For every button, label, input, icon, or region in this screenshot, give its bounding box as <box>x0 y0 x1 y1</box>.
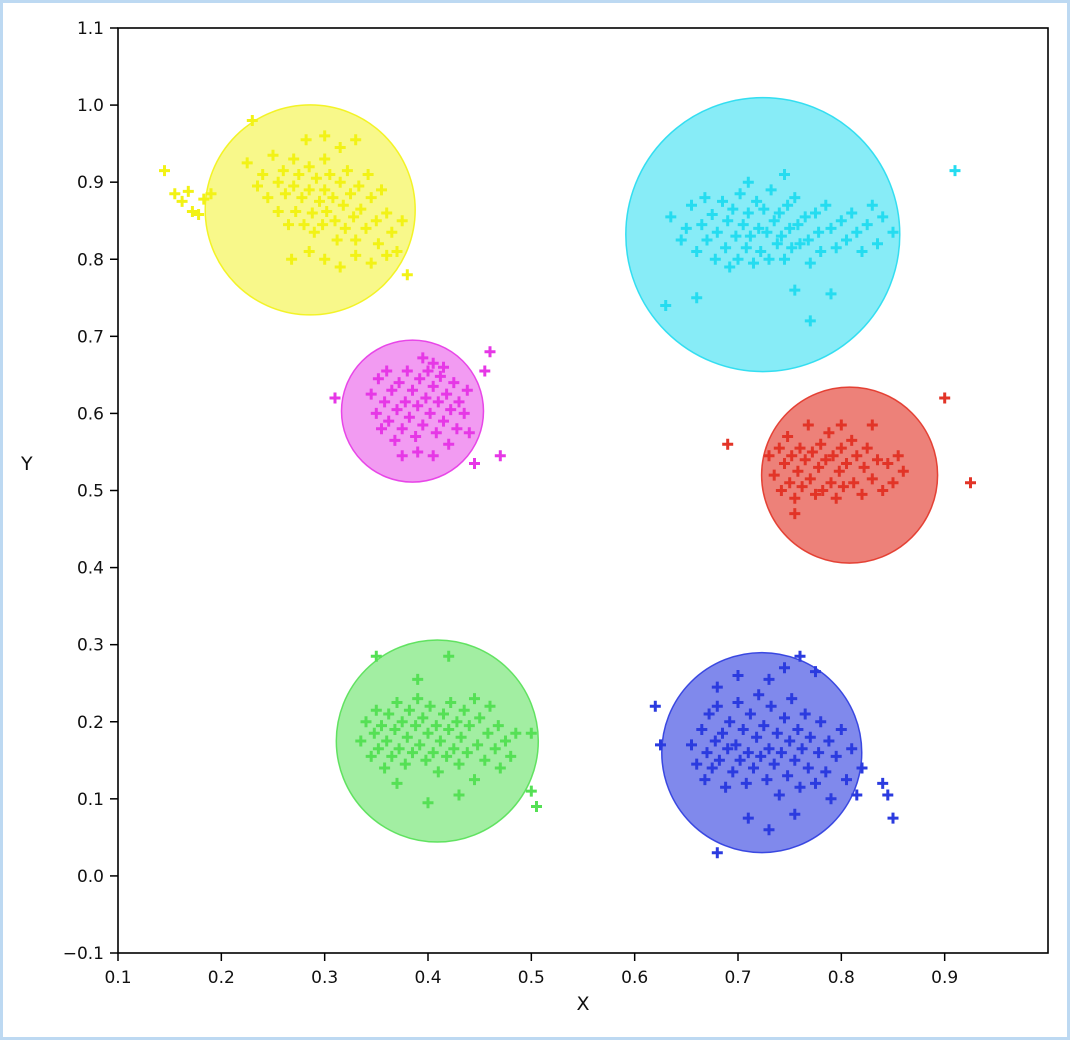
y-tick-label: −0.1 <box>63 944 104 964</box>
y-tick-label: 0.2 <box>77 713 104 733</box>
x-tick-label: 0.4 <box>414 968 441 988</box>
cluster-cyan-points <box>660 165 961 327</box>
cluster-cyan-circle <box>625 96 901 373</box>
x-tick-label: 0.5 <box>518 968 545 988</box>
scatter-plot: 0.1 0.2 0.3 0.4 0.5 0.6 0.7 0.8 0.9 −0.1 0.0 0.1 0.2… <box>63 19 1049 988</box>
cluster-red-points <box>722 392 976 520</box>
y-tick-label: 0.9 <box>77 173 104 193</box>
y-tick-label: 0.5 <box>77 482 104 502</box>
x-tick-label: 0.9 <box>931 968 958 988</box>
y-tick-label: 1.0 <box>77 96 104 116</box>
y-tick-label: 0.0 <box>77 867 104 887</box>
cluster-yellow-points <box>159 115 413 281</box>
y-tick-label: 0.4 <box>77 559 104 579</box>
x-tick-label: 0.6 <box>621 968 648 988</box>
cluster-magenta-points <box>329 346 506 469</box>
y-tick-label: 1.1 <box>77 19 104 39</box>
x-tick-label: 0.2 <box>208 968 235 988</box>
y-axis-ticks: −0.1 0.0 0.1 0.2 0.3 0.4 0.5 0.6 0.7 0.8 0.9 1.0 1.1 <box>63 19 118 964</box>
y-axis-label: Y <box>21 453 33 475</box>
y-tick-label: 0.3 <box>77 636 104 656</box>
cluster-red-circle <box>760 386 939 564</box>
x-tick-label: 0.7 <box>724 968 751 988</box>
y-tick-label: 0.1 <box>77 790 104 810</box>
x-tick-label: 0.3 <box>311 968 338 988</box>
x-axis-label: X <box>576 993 590 1015</box>
cluster-blue-points <box>649 650 899 859</box>
cluster-magenta-circle <box>340 339 485 483</box>
x-tick-label: 0.1 <box>104 968 131 988</box>
y-tick-label: 0.6 <box>77 404 104 424</box>
cluster-green-points <box>355 650 542 812</box>
y-tick-label: 0.7 <box>77 327 104 347</box>
cluster-circles <box>204 96 939 854</box>
cluster-yellow-circle <box>204 104 416 316</box>
x-axis-ticks: 0.1 0.2 0.3 0.4 0.5 0.6 0.7 0.8 0.9 <box>104 953 958 988</box>
y-tick-label: 0.8 <box>77 250 104 270</box>
x-tick-label: 0.8 <box>828 968 855 988</box>
